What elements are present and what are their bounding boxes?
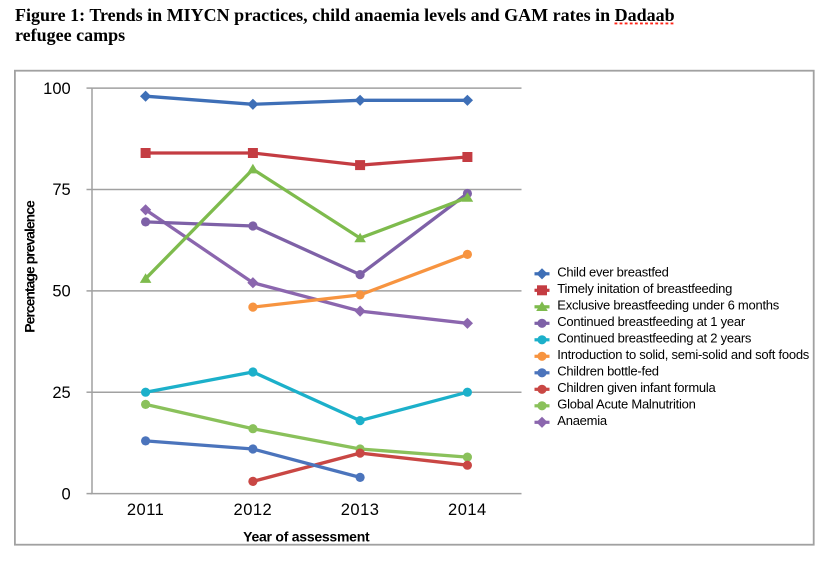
svg-text:2011: 2011 xyxy=(127,501,164,519)
svg-text:100: 100 xyxy=(43,80,71,98)
svg-text:0: 0 xyxy=(62,485,71,503)
svg-text:Anaemia: Anaemia xyxy=(557,413,608,428)
svg-text:Figure 1: Trends in MIYCN prac: Figure 1: Trends in MIYCN practices, chi… xyxy=(15,5,675,25)
svg-text:Exclusive breastfeeding under: Exclusive breastfeeding under 6 months xyxy=(557,297,779,312)
svg-text:Timely initation of breastfeed: Timely initation of breastfeeding xyxy=(557,281,732,296)
svg-text:refugee camps: refugee camps xyxy=(15,25,125,45)
svg-text:2014: 2014 xyxy=(448,501,487,519)
svg-text:Global Acute Malnutrition: Global Acute Malnutrition xyxy=(557,396,695,411)
svg-text:Year of assessment: Year of assessment xyxy=(243,528,370,544)
svg-text:Continued breastfeeding at 2 y: Continued breastfeeding at 2 years xyxy=(557,330,752,345)
svg-text:2012: 2012 xyxy=(234,501,273,519)
svg-text:Continued breastfeeding at 1 y: Continued breastfeeding at 1 year xyxy=(557,314,746,329)
svg-text:2013: 2013 xyxy=(341,501,380,519)
svg-text:Children bottle-fed: Children bottle-fed xyxy=(557,363,658,378)
svg-text:Children given infant formula: Children given infant formula xyxy=(557,380,716,395)
svg-text:Percentage prevalence: Percentage prevalence xyxy=(21,200,37,333)
svg-text:25: 25 xyxy=(52,384,70,402)
svg-text:50: 50 xyxy=(52,283,70,301)
svg-text:Child ever breastfed: Child ever breastfed xyxy=(557,264,668,279)
svg-text:Introduction to solid, semi-so: Introduction to solid, semi-solid and so… xyxy=(557,347,810,362)
svg-text:75: 75 xyxy=(52,181,70,199)
